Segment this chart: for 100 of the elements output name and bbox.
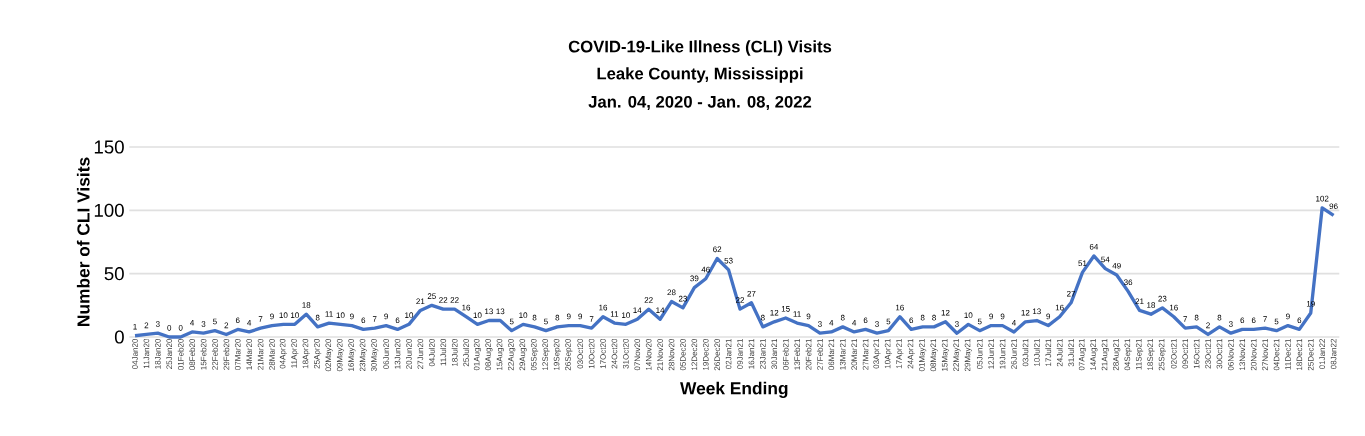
x-tick-label: 22May21 bbox=[953, 339, 961, 372]
data-label: 53 bbox=[724, 257, 733, 264]
data-label: 6 bbox=[1297, 317, 1302, 324]
x-tick-label: 26Sep20 bbox=[565, 338, 573, 371]
x-tick-label: 14Mar20 bbox=[246, 338, 252, 370]
data-label: 7 bbox=[258, 316, 263, 322]
data-label: 9 bbox=[1046, 313, 1051, 320]
x-tick-label: 25Sep21 bbox=[1158, 339, 1166, 371]
x-axis-title: Week Ending bbox=[680, 381, 788, 398]
data-label: 12 bbox=[770, 309, 779, 316]
data-label: 12 bbox=[941, 309, 950, 316]
data-label: 23 bbox=[1158, 295, 1167, 302]
x-tick-label: 11Sep21 bbox=[1135, 339, 1144, 370]
data-label: 4 bbox=[829, 320, 834, 326]
x-tick-label: 14Nov20 bbox=[645, 338, 652, 371]
x-tick-label: 25Dec21 bbox=[1307, 339, 1314, 371]
data-label: 5 bbox=[886, 318, 891, 325]
data-label: 3 bbox=[1228, 321, 1233, 327]
x-tick-label: 25Jan20 bbox=[166, 338, 173, 369]
y-tick-label: 0 bbox=[114, 330, 124, 344]
x-tick-label: 29May21 bbox=[964, 339, 972, 372]
data-label: 15 bbox=[781, 306, 790, 312]
data-label: 10 bbox=[964, 312, 973, 319]
x-tick-label: 15Aug20 bbox=[496, 338, 504, 371]
x-tick-label: 07Nov20 bbox=[634, 338, 641, 371]
data-label: 14 bbox=[656, 307, 665, 313]
x-tick-label: 17Oct20 bbox=[600, 338, 606, 369]
x-tick-label: 25Jul20 bbox=[463, 338, 469, 367]
x-tick-label: 18Sep21 bbox=[1147, 339, 1155, 371]
x-tick-label: 08Feb20 bbox=[189, 338, 196, 370]
data-label: 6 bbox=[361, 317, 366, 324]
data-label: 1 bbox=[133, 323, 137, 330]
x-tick-label: 16Oct21 bbox=[1193, 338, 1200, 369]
x-tick-label: 20Mar21 bbox=[851, 339, 857, 370]
x-tick-label: 05Dec20 bbox=[680, 338, 686, 371]
x-tick-label: 04Jan20 bbox=[132, 338, 138, 369]
x-tick-label: 28Aug21 bbox=[1113, 339, 1121, 371]
x-tick-label: 27Jun20 bbox=[417, 338, 424, 369]
x-tick-label: 10Jul21 bbox=[1033, 339, 1040, 367]
x-tick-label: 25Apr20 bbox=[314, 338, 322, 369]
data-label: 9 bbox=[578, 313, 583, 320]
data-label: 16 bbox=[599, 304, 608, 311]
x-tick-label: 20Feb21 bbox=[805, 339, 812, 370]
data-label: 10 bbox=[622, 312, 630, 319]
data-label: 51 bbox=[1078, 260, 1087, 267]
x-tick-label: 11Jul20 bbox=[440, 338, 447, 366]
data-label: 8 bbox=[932, 314, 936, 321]
x-tick-label: 18Jul20 bbox=[451, 338, 458, 367]
data-label: 8 bbox=[315, 314, 320, 321]
x-tick-label: 24Oct20 bbox=[611, 338, 618, 369]
data-label: 16 bbox=[1169, 304, 1178, 311]
data-label: 3 bbox=[201, 321, 206, 327]
x-tick-label: 04Sep21 bbox=[1124, 339, 1132, 371]
data-label: 2 bbox=[144, 322, 149, 329]
y-tick-label: 50 bbox=[104, 267, 124, 281]
data-label: 6 bbox=[1240, 317, 1245, 324]
data-label: 5 bbox=[1274, 318, 1279, 325]
data-label: 5 bbox=[213, 318, 217, 325]
data-label: 9 bbox=[384, 313, 388, 320]
x-tick-label: 24Apr21 bbox=[907, 339, 915, 369]
data-label: 8 bbox=[1217, 314, 1222, 321]
x-tick-label: 27Nov21 bbox=[1262, 339, 1268, 371]
data-label: 9 bbox=[350, 313, 354, 320]
data-label: 16 bbox=[895, 304, 904, 311]
x-tick-label: 01Aug20 bbox=[473, 338, 482, 371]
data-label: 4 bbox=[1011, 320, 1016, 326]
x-tick-label: 15Feb20 bbox=[200, 338, 207, 370]
data-label: 46 bbox=[701, 266, 710, 273]
data-label: 3 bbox=[875, 321, 879, 327]
data-label: 4 bbox=[852, 320, 857, 326]
x-tick-label: 30Jan21 bbox=[771, 339, 778, 369]
data-label: 8 bbox=[760, 314, 765, 321]
x-tick-label: 12Sep20 bbox=[542, 338, 550, 371]
data-label: 13 bbox=[1032, 308, 1041, 315]
data-label: 8 bbox=[555, 314, 560, 321]
data-label: 2 bbox=[224, 322, 229, 329]
x-tick-label: 11Dec21 bbox=[1285, 339, 1291, 370]
x-tick-label: 03Jul21 bbox=[1022, 339, 1029, 367]
data-label: 10 bbox=[473, 312, 482, 319]
x-tick-label: 02Jan21 bbox=[725, 339, 732, 369]
x-tick-label: 30Oct21 bbox=[1216, 338, 1223, 369]
data-label: 6 bbox=[235, 317, 240, 324]
x-tick-label: 01Jan22 bbox=[1319, 339, 1326, 369]
x-tick-label: 04Apr20 bbox=[279, 338, 288, 369]
data-label: 2 bbox=[1206, 322, 1210, 329]
x-tick-label: 04Dec21 bbox=[1273, 339, 1280, 371]
x-tick-label: 02Oct21 bbox=[1170, 338, 1177, 369]
data-label: 11 bbox=[793, 311, 801, 317]
x-tick-label: 24Jul21 bbox=[1056, 339, 1063, 367]
x-tick-label: 26Jun21 bbox=[1011, 339, 1017, 369]
x-tick-label: 28Nov20 bbox=[668, 338, 675, 371]
x-tick-label: 21Aug21 bbox=[1101, 339, 1109, 371]
x-tick-label: 13Jun20 bbox=[394, 338, 401, 369]
data-label: 10 bbox=[519, 312, 528, 319]
x-tick-label: 18Jan20 bbox=[155, 338, 161, 369]
data-label: 23 bbox=[678, 295, 688, 302]
x-tick-label: 04Jul20 bbox=[428, 338, 435, 367]
chart-subtitle: Leake County, Mississippi bbox=[597, 67, 803, 83]
data-label: 7 bbox=[372, 316, 377, 322]
data-label: 12 bbox=[1021, 309, 1030, 316]
